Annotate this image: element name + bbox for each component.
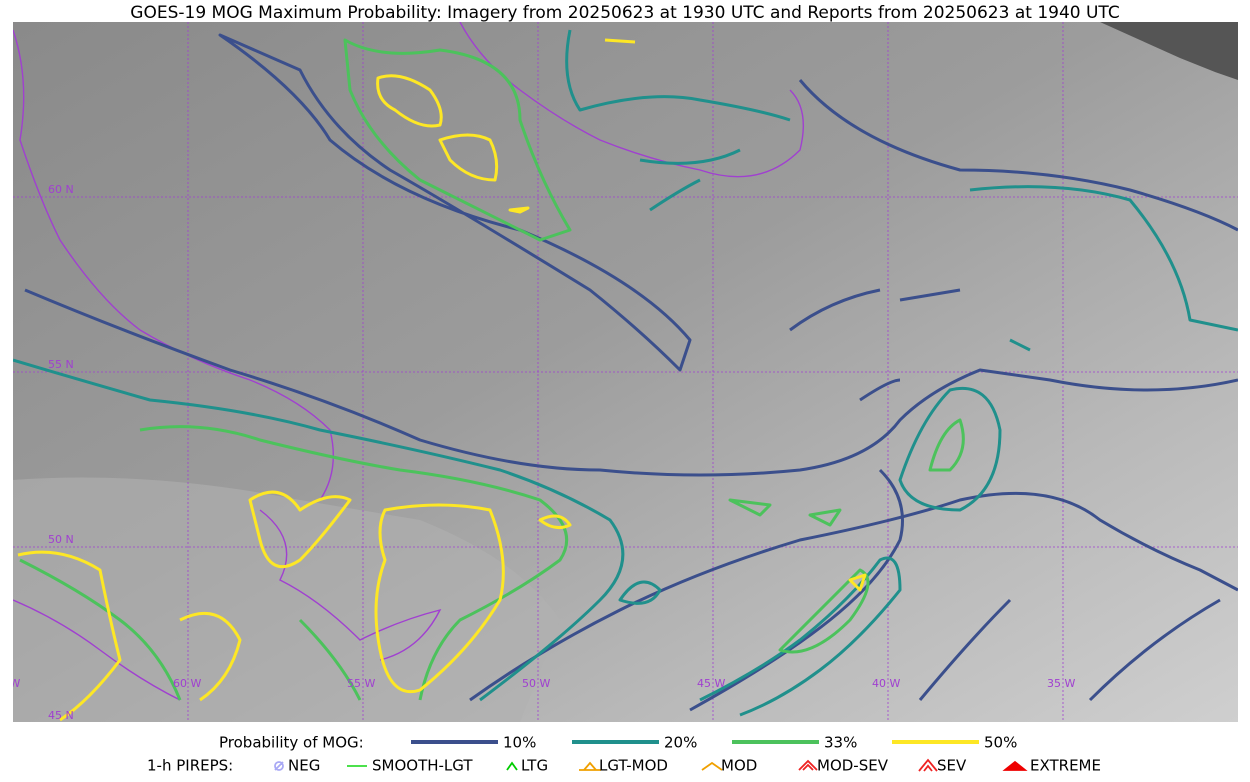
graticule	[13, 22, 1238, 722]
lon-label: 35 W	[1047, 677, 1075, 690]
legend-label: MOD-SEV	[817, 757, 889, 775]
legend-symbol	[506, 761, 518, 771]
legend-symbol	[274, 761, 284, 771]
lon-label: 40 W	[872, 677, 900, 690]
lat-label: 55 N	[48, 358, 74, 371]
legend-label: 33%	[824, 734, 857, 752]
legend-label: SMOOTH-LGT	[372, 757, 473, 775]
legend-label: LGT-MOD	[599, 757, 668, 775]
legend-symbol	[918, 758, 938, 772]
lon-label: 60 W	[173, 677, 201, 690]
legend-label: NEG	[288, 757, 320, 775]
legend-label: EXTREME	[1030, 757, 1101, 775]
lat-label: 45 N	[48, 709, 74, 722]
no-data	[1100, 22, 1238, 80]
legend-title: 1-h PIREPS:	[147, 757, 233, 775]
legend-label: 50%	[984, 734, 1017, 752]
legend-title: Probability of MOG:	[219, 734, 364, 752]
lon-label: 65 W	[0, 677, 20, 690]
legend-symbol	[798, 759, 818, 771]
lon-label: 50 W	[522, 677, 550, 690]
legend-label: 20%	[664, 734, 697, 752]
satellite-map: 60 N 55 N 50 N 45 N 65 W 60 W 55 W 50 W …	[0, 22, 1238, 722]
legend-symbol	[579, 761, 601, 771]
legend: Probability of MOG: 1-h PIREPS: 10% 20% 33…	[147, 734, 1101, 775]
legend-label: 10%	[503, 734, 536, 752]
lon-label: 45 W	[697, 677, 725, 690]
lon-label: 55 W	[347, 677, 375, 690]
lat-label: 50 N	[48, 533, 74, 546]
coastline	[13, 509, 442, 701]
legend-symbol	[701, 761, 723, 771]
legend-symbol	[1002, 760, 1028, 771]
title: GOES-19 MOG Maximum Probability: Imagery…	[130, 3, 1119, 23]
legend-label: LTG	[521, 757, 548, 775]
contours	[13, 29, 1238, 722]
legend-label: SEV	[937, 757, 967, 775]
coastline	[13, 22, 805, 501]
legend-label: MOD	[721, 757, 757, 775]
cloud	[13, 477, 560, 722]
lat-label: 60 N	[48, 183, 74, 196]
